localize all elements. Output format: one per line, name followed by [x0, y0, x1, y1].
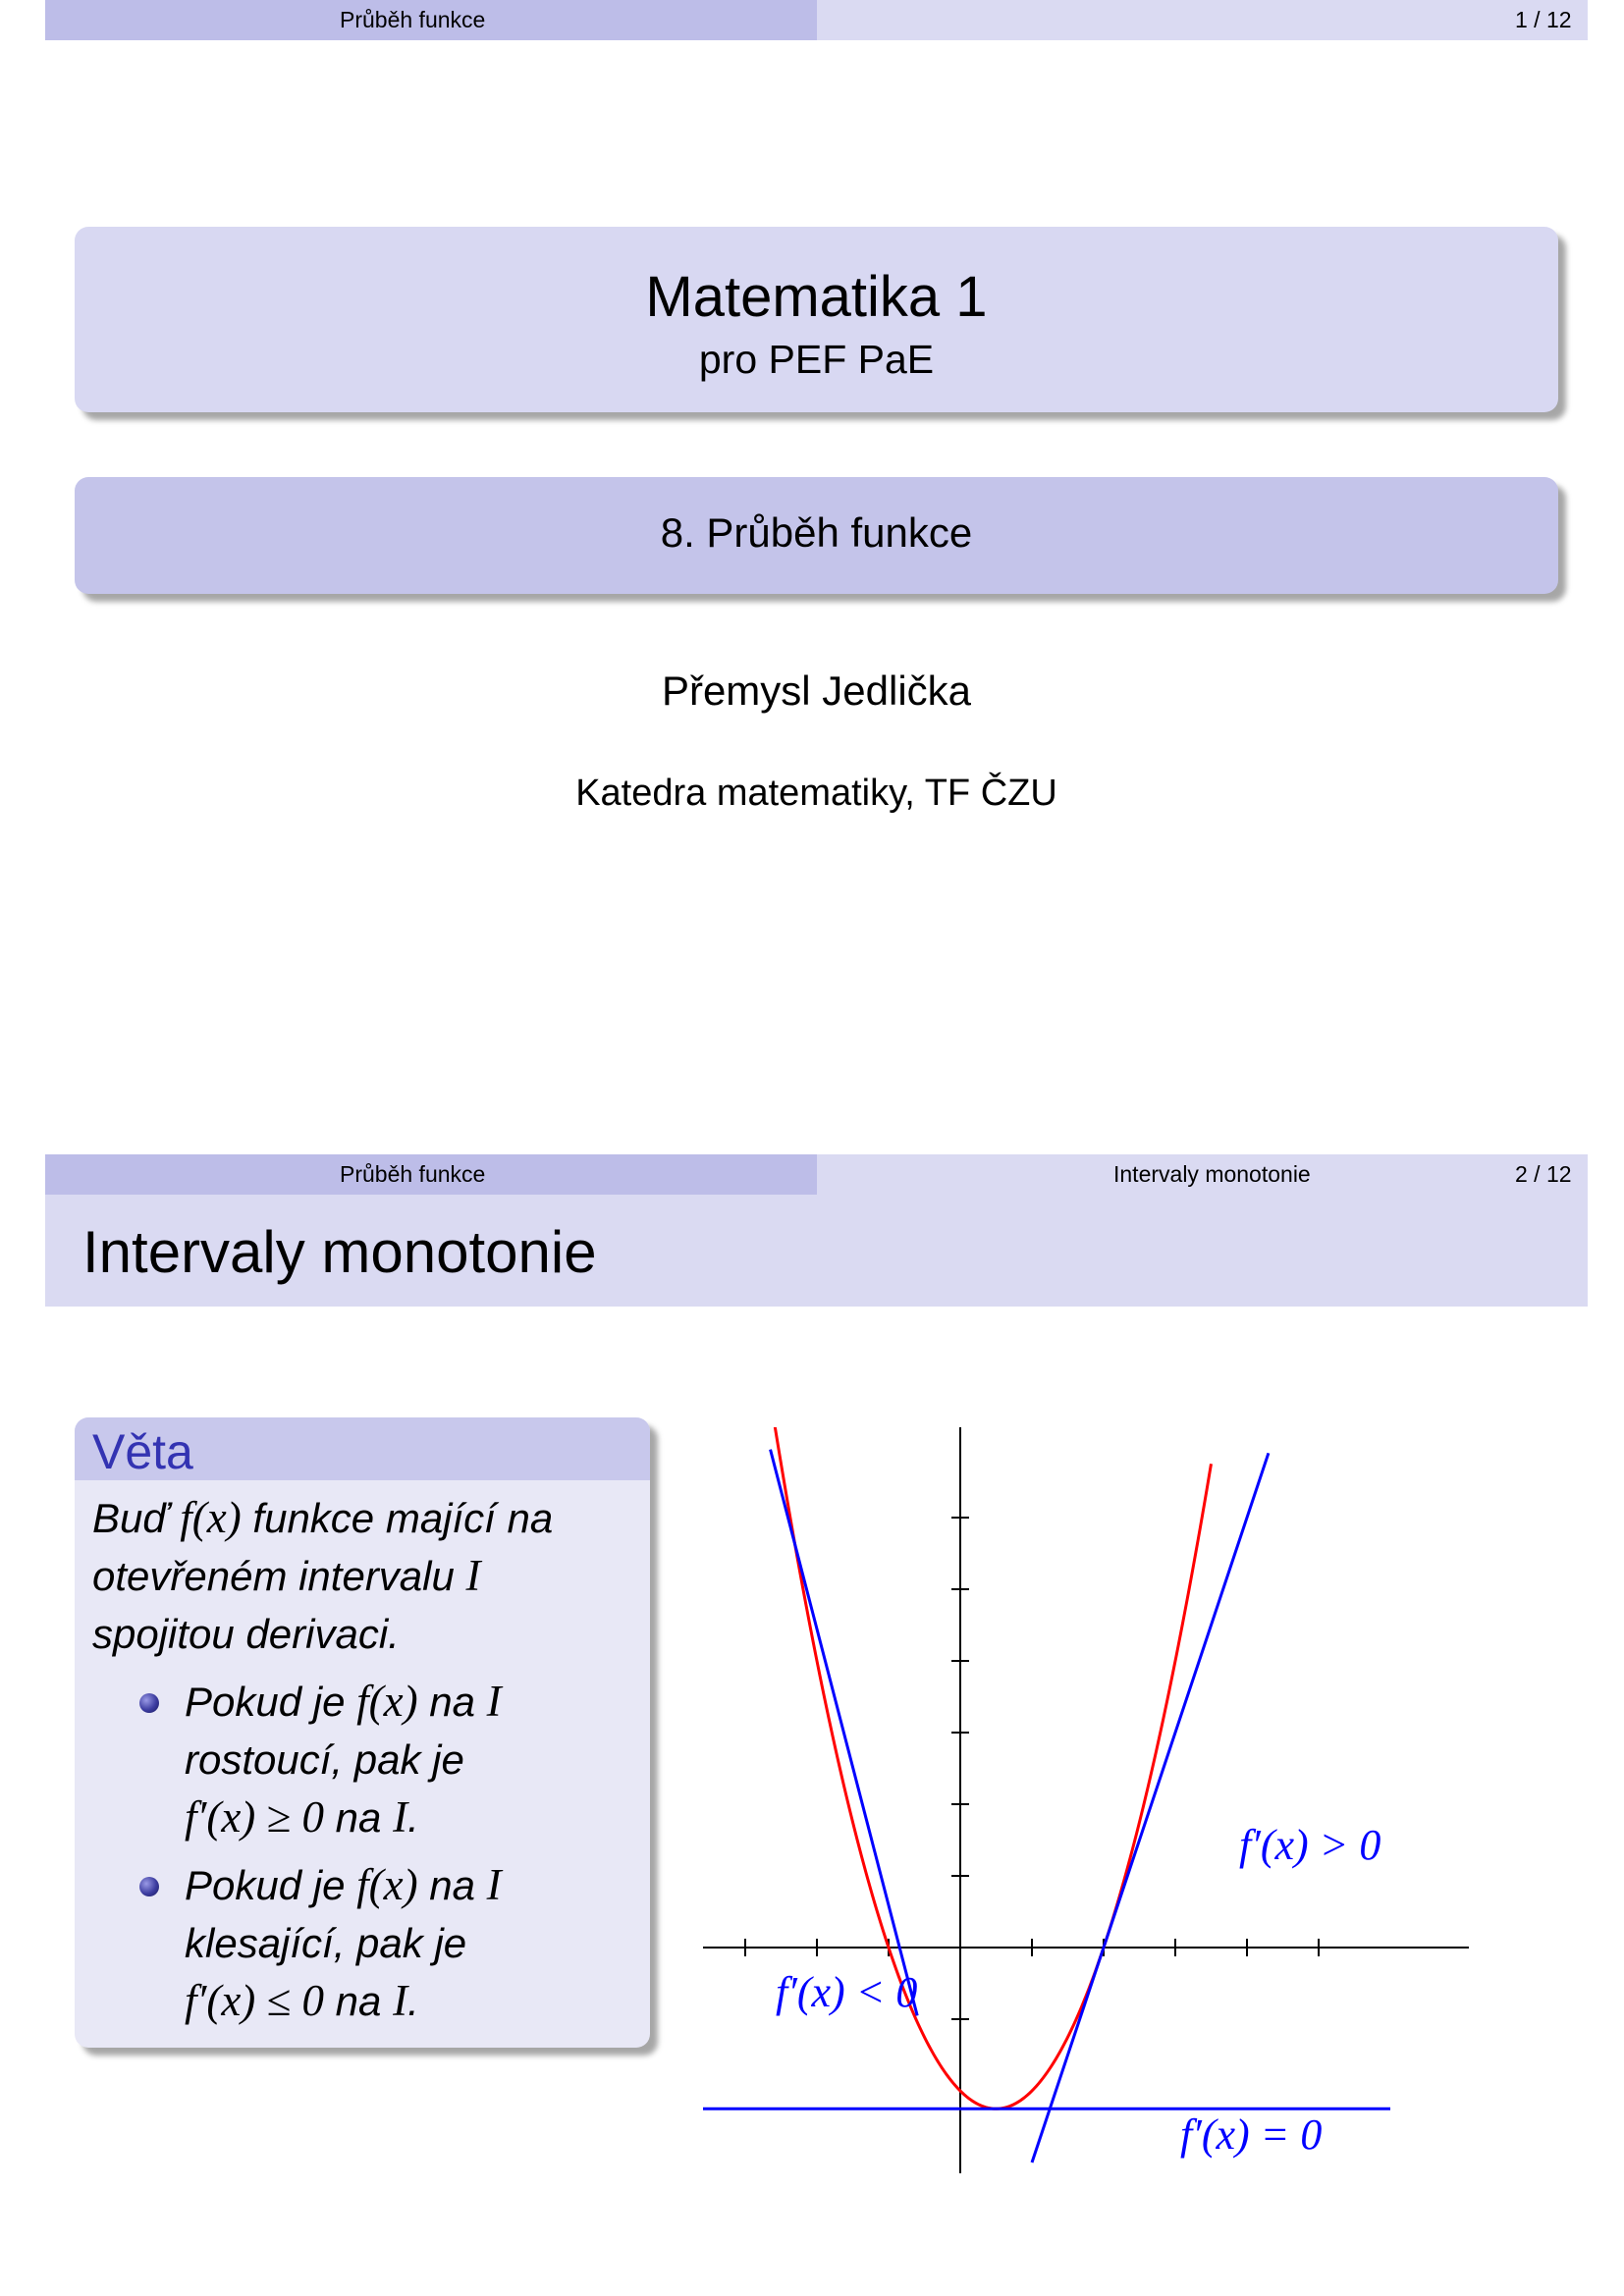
plot-lines [703, 1427, 1390, 2163]
math-expression: I [393, 1976, 408, 2025]
frame-title: Intervaly monotonie [82, 1219, 597, 1285]
title-box: Matematika 1 pro PEF PaE [75, 227, 1558, 412]
bullet-line: klesající, pak je [185, 1914, 642, 1972]
text: . [407, 1978, 419, 2024]
presentation-subtitle: pro PEF PaE [698, 337, 935, 382]
axes [703, 1427, 1469, 2173]
bullet-line: Pokud je f(x) na I [185, 1856, 642, 1914]
lecture-title: 8. Průběh funkce [660, 509, 973, 556]
text: na [417, 1862, 487, 1908]
theorem-body: Buď f(x) funkce mající na otevřeném inte… [92, 1489, 642, 2030]
text: . [407, 1794, 419, 1841]
text: klesající, pak je [185, 1920, 467, 1966]
math-expression: f′(x) ≤ 0 [185, 1976, 324, 2025]
slide-1: Průběh funkce 1 / 12 Matematika 1 pro PE… [45, 0, 1588, 1080]
author-name: Přemysl Jedlička [661, 667, 972, 714]
text: otevřeném intervalu [92, 1553, 466, 1599]
lecture-box: 8. Průběh funkce [75, 477, 1558, 594]
slide-header: Průběh funkce Intervaly monotonie 2 / 12 [45, 1154, 1588, 1195]
text: na [417, 1679, 487, 1725]
text: spojitou derivaci. [92, 1611, 400, 1657]
presentation-title: Matematika 1 [645, 265, 988, 329]
slide-2: Průběh funkce Intervaly monotonie 2 / 12… [45, 1154, 1588, 2293]
derivative-graph: f′(x) > 0 f′(x) < 0 f′(x) = 0 [703, 1427, 1469, 2173]
text: na [324, 1978, 394, 2024]
math-expression: I [486, 1677, 502, 1726]
bullet-icon [139, 1877, 159, 1896]
header-right-section: 1 / 12 [817, 0, 1588, 40]
text: Buď [92, 1495, 181, 1541]
page-number: 2 / 12 [1515, 1161, 1572, 1187]
header-right-section: Intervaly monotonie 2 / 12 [817, 1154, 1588, 1195]
text: Pokud je [185, 1679, 357, 1725]
bullet-line: rostoucí, pak je [185, 1731, 642, 1789]
header-section-title: Průběh funkce [340, 7, 486, 32]
theorem-bullet-increasing: Pokud je f(x) na I rostoucí, pak je f′(x… [139, 1673, 642, 1846]
page-number: 1 / 12 [1515, 7, 1572, 32]
label-positive-derivative: f′(x) > 0 [1239, 1821, 1380, 1869]
label-negative-derivative: f′(x) < 0 [776, 1968, 917, 2016]
math-expression: f(x) [356, 1677, 418, 1726]
math-expression: f(x) [356, 1860, 418, 1909]
header-left-section: Průběh funkce [45, 0, 817, 40]
theorem-line: otevřeném intervalu I [92, 1547, 642, 1605]
math-expression: f(x) [180, 1493, 242, 1542]
frame-title-bar: Intervaly monotonie [45, 1195, 1588, 1307]
header-subsection-title: Intervaly monotonie [1113, 1161, 1311, 1187]
text: funkce mající na [241, 1495, 554, 1541]
header-section-title: Průběh funkce [340, 1161, 486, 1187]
theorem-line: spojitou derivaci. [92, 1605, 642, 1663]
theorem-line: Buď f(x) funkce mající na [92, 1489, 642, 1547]
header-left-section: Průběh funkce [45, 1154, 817, 1195]
label-zero-derivative: f′(x) = 0 [1180, 2110, 1322, 2159]
theorem-header: Věta [75, 1417, 650, 1480]
bullet-line: Pokud je f(x) na I [185, 1673, 642, 1731]
theorem-bullet-decreasing: Pokud je f(x) na I klesající, pak je f′(… [139, 1856, 642, 2030]
tangent-line-increasing [1030, 1452, 1271, 2163]
bullet-icon [139, 1693, 159, 1713]
theorem-block: Věta Buď f(x) funkce mající na otevřeném… [75, 1417, 650, 2048]
math-expression: I [393, 1792, 408, 1842]
text: Pokud je [185, 1862, 357, 1908]
graph-svg: f′(x) > 0 f′(x) < 0 f′(x) = 0 [703, 1427, 1469, 2173]
bullet-line: f′(x) ≥ 0 na I. [185, 1789, 642, 1846]
theorem-heading: Věta [92, 1424, 193, 1479]
math-expression: f′(x) ≥ 0 [185, 1792, 324, 1842]
text: na [324, 1794, 394, 1841]
text: rostoucí, pak je [185, 1736, 464, 1783]
math-expression: I [486, 1860, 502, 1909]
tangent-line-decreasing [769, 1449, 919, 2016]
bullet-line: f′(x) ≤ 0 na I. [185, 1972, 642, 2030]
math-expression: I [465, 1551, 481, 1600]
slide-header: Průběh funkce 1 / 12 [45, 0, 1588, 40]
institute-name: Katedra matematiky, TF ČZU [575, 773, 1057, 814]
